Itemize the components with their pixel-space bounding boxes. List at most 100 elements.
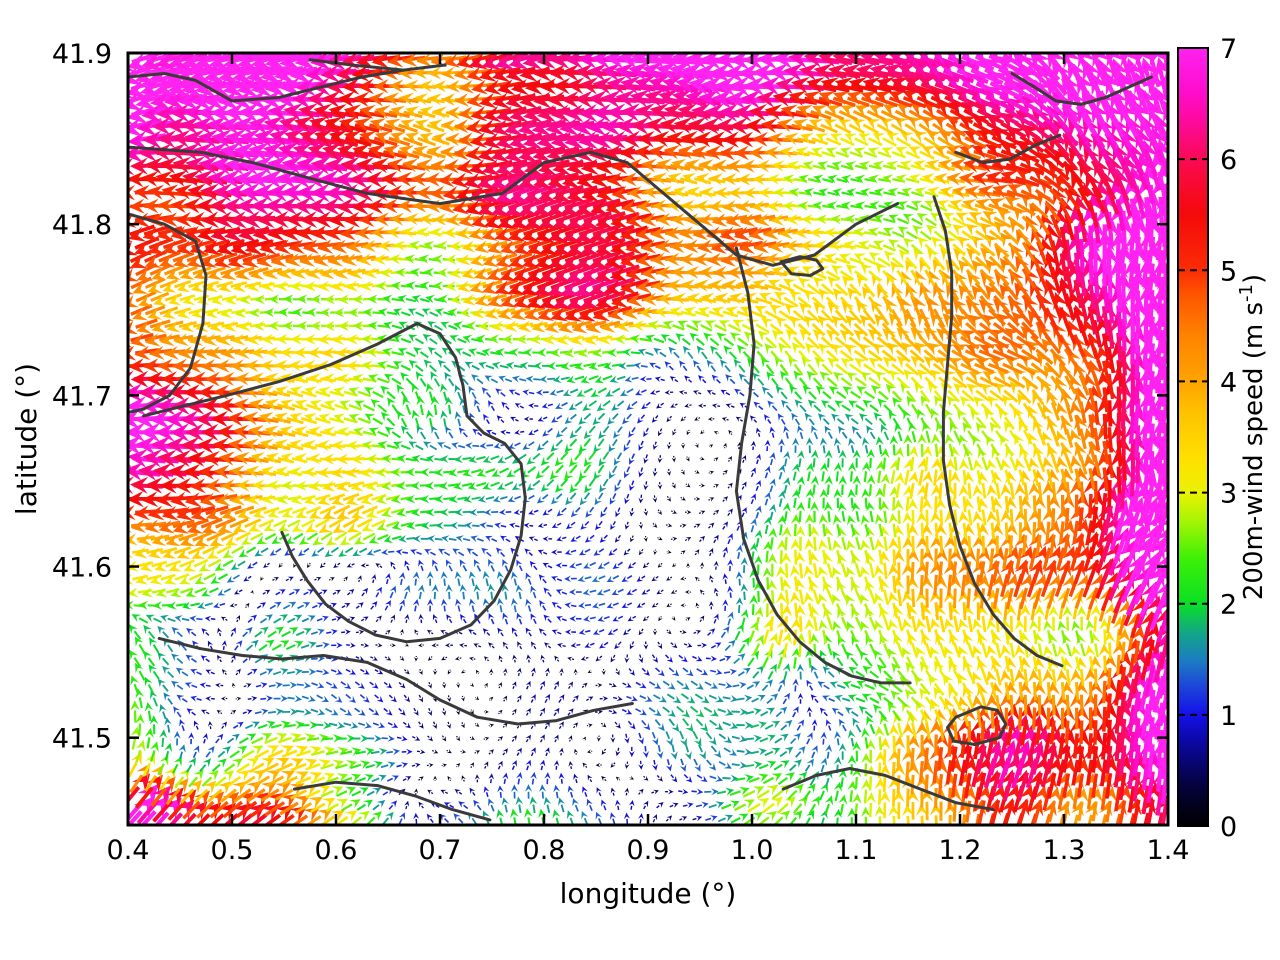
arrow-shaft: [716, 790, 727, 795]
arrow-head: [888, 724, 900, 737]
arrow-head: [304, 733, 316, 743]
arrow-head: [515, 796, 524, 806]
arrow-shaft: [1042, 732, 1052, 760]
arrow-shaft: [822, 445, 826, 454]
arrow-shaft: [617, 747, 620, 751]
arrow-shaft: [188, 776, 199, 788]
arrow-shaft: [705, 817, 712, 822]
arrow-shaft: [284, 723, 296, 728]
arrow-shaft: [854, 803, 858, 817]
arrow-head: [159, 704, 167, 713]
arrow-shaft: [162, 711, 167, 720]
arrow-shaft: [1118, 745, 1127, 776]
arrow-shaft: [531, 778, 535, 785]
arrow-shaft: [1023, 694, 1028, 715]
arrow-head: [792, 810, 803, 821]
arrow-shaft: [733, 803, 747, 812]
arrow-shaft: [500, 659, 503, 663]
arrow-shaft: [765, 550, 769, 563]
arrow-shaft: [779, 550, 783, 564]
arrow-shaft: [1107, 667, 1112, 689]
arrow-head: [207, 721, 213, 727]
arrow-head: [752, 786, 765, 796]
arrow-head: [739, 761, 748, 769]
arrow-head: [130, 726, 141, 738]
arrow-shaft: [911, 588, 916, 608]
arrow-shaft: [356, 777, 366, 783]
arrow-shaft: [732, 684, 740, 688]
arrow-shaft: [1079, 669, 1085, 686]
arrow-shaft: [150, 787, 168, 807]
arrow-shaft: [447, 721, 450, 725]
arrow-head: [637, 737, 644, 745]
arrow-shaft: [340, 776, 353, 783]
arrow-shaft: [268, 684, 276, 688]
arrow-head: [906, 789, 919, 803]
arrow-shaft: [730, 433, 733, 435]
arrow-shaft: [402, 551, 409, 554]
arrow-head: [901, 722, 915, 736]
arrow-shaft: [1161, 743, 1168, 780]
arrow-head: [525, 784, 533, 792]
arrow-shaft: [779, 524, 783, 536]
arrow-head: [160, 776, 176, 793]
arrow-shaft: [759, 737, 769, 743]
arrow-shaft: [722, 472, 725, 475]
arrow-head: [538, 808, 547, 819]
arrow-head: [413, 709, 419, 716]
arrow-shaft: [305, 763, 321, 771]
arrow-head: [511, 735, 517, 741]
arrow-shaft: [787, 789, 798, 800]
arrow-head: [847, 807, 857, 818]
arrow-shaft: [934, 443, 939, 458]
arrow-shaft: [691, 790, 697, 793]
arrow-shaft: [472, 524, 480, 527]
arrow-head: [497, 709, 503, 715]
arrow-head: [874, 751, 886, 763]
arrow-shaft: [764, 724, 774, 730]
arrow-shaft: [798, 511, 802, 523]
arrow-shaft: [570, 791, 574, 798]
arrow-head: [962, 786, 977, 802]
arrow-shaft: [555, 817, 560, 825]
arrow-head: [497, 760, 503, 768]
arrow-shaft: [864, 497, 868, 509]
arrow-shaft: [260, 697, 267, 700]
arrow-head: [364, 774, 374, 783]
arrow-head: [303, 708, 312, 716]
arrow-shaft: [1104, 772, 1113, 799]
arrow-shaft: [504, 804, 508, 813]
arrow-shaft: [1079, 694, 1084, 716]
arrow-head: [743, 799, 755, 809]
arrow-head: [879, 737, 891, 750]
arrow-head: [797, 719, 804, 728]
arrow-head: [378, 747, 388, 756]
arrow-shaft: [897, 510, 901, 524]
arrow-shaft: [1071, 759, 1080, 786]
arrow-shaft: [790, 737, 797, 745]
arrow-shaft: [963, 772, 972, 799]
arrow-shaft: [416, 632, 419, 635]
arrow-head: [1004, 754, 1022, 775]
arrow-head: [582, 786, 588, 794]
arrow-shaft: [1091, 801, 1098, 822]
arrow-shaft: [498, 712, 500, 715]
arrow-shaft: [388, 550, 395, 553]
arrow-shaft: [530, 725, 534, 730]
arrow-shaft: [779, 750, 788, 758]
arrow-head: [474, 722, 480, 727]
arrow-head: [208, 791, 225, 808]
arrow-shaft: [341, 803, 353, 812]
arrow-shaft: [1032, 681, 1037, 701]
arrow-shaft: [883, 562, 888, 579]
arrow-head: [852, 793, 862, 804]
arrow-head: [915, 721, 929, 735]
arrow-shaft: [135, 749, 142, 763]
arrow-shaft: [630, 805, 633, 810]
arrow-shaft: [402, 721, 407, 726]
arrow-shaft: [672, 482, 674, 485]
arrow-head: [455, 763, 461, 768]
arrow-head: [694, 763, 701, 772]
arrow-shaft: [246, 788, 266, 803]
arrow-head: [601, 776, 607, 782]
